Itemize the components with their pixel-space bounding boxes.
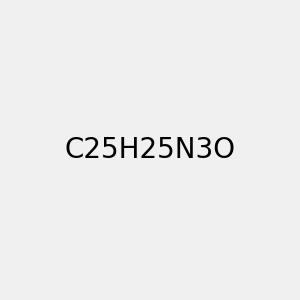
Text: C25H25N3O: C25H25N3O	[64, 136, 236, 164]
